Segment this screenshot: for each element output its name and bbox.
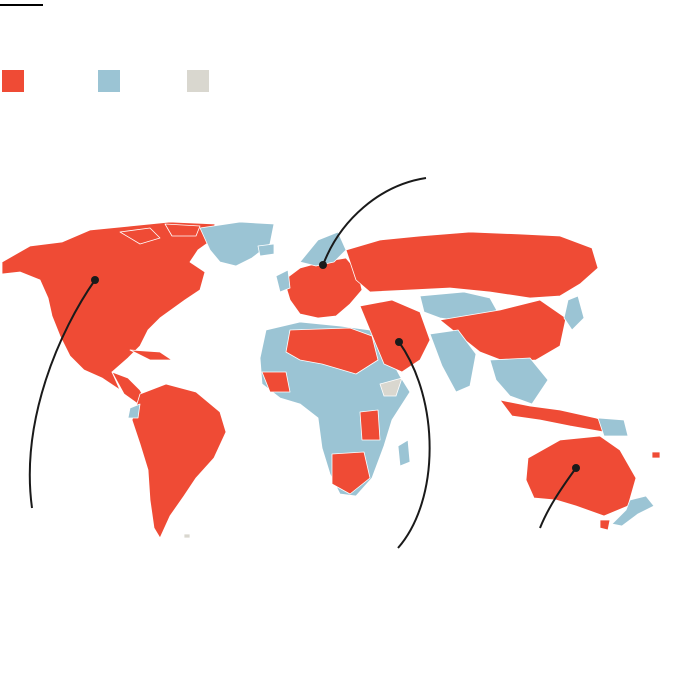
region-canada-islands <box>119 223 201 245</box>
region-uk <box>275 269 291 293</box>
annotation-dot-northern-europe <box>319 261 327 269</box>
region-russia <box>345 231 599 299</box>
region-papua <box>597 417 629 437</box>
annotation-line-middle-east <box>397 341 431 549</box>
region-indonesia <box>499 399 617 433</box>
annotation-line-northern-europe <box>322 177 427 266</box>
annotation-dot-north-america <box>91 276 99 284</box>
region-south-asia <box>429 329 477 393</box>
legend-swatch-red <box>2 70 24 92</box>
region-iceland <box>257 243 275 257</box>
region-west-africa <box>261 371 291 393</box>
header-rule <box>0 4 43 6</box>
region-south-america <box>131 383 227 539</box>
region-east-africa <box>359 409 381 441</box>
annotation-lines <box>28 177 580 549</box>
annotation-line-australia <box>539 467 577 529</box>
region-tasmania <box>599 519 611 531</box>
legend <box>0 70 300 94</box>
region-new-zealand <box>611 495 655 527</box>
legend-swatch-grey <box>187 70 209 92</box>
legend-swatch-blue <box>98 70 120 92</box>
region-horn-africa <box>379 377 403 397</box>
region-falklands <box>183 533 191 539</box>
region-middle-east <box>359 299 431 373</box>
land-masses <box>1 221 661 539</box>
region-australia <box>525 435 637 517</box>
annotation-line-north-america <box>28 279 96 509</box>
region-north-america <box>1 221 216 391</box>
annotation-dot-middle-east <box>395 338 403 346</box>
annotation-dot-australia <box>572 464 580 472</box>
region-madagascar <box>397 439 411 467</box>
region-pacific-islands <box>651 451 661 459</box>
region-venezuela <box>127 403 141 419</box>
region-north-africa <box>285 327 379 375</box>
region-caribbean <box>129 349 173 361</box>
region-china <box>439 299 567 363</box>
region-southeast-asia <box>489 357 549 405</box>
region-southern-africa <box>331 451 371 495</box>
region-greenland <box>199 221 275 267</box>
region-japan <box>563 295 585 331</box>
